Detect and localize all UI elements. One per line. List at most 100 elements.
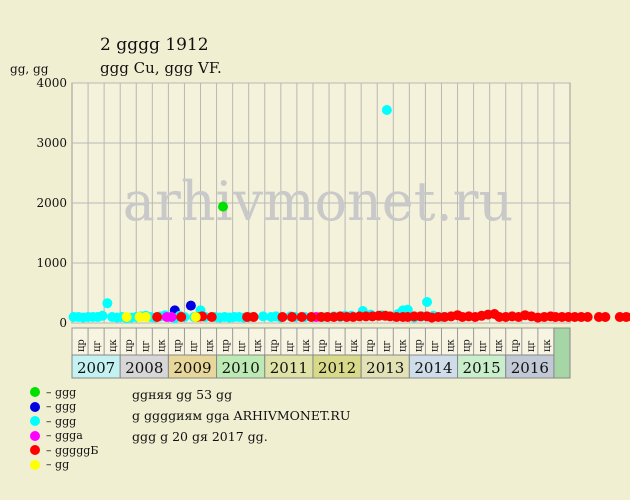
info-line: ցցняя ցց 53 ցց xyxy=(132,387,233,402)
data-point xyxy=(176,312,187,322)
year-label: 2009 xyxy=(173,359,211,377)
legend: – ցցց – ցցց – ցցց – ցցցa – ցցցցցБ – ցց xyxy=(30,385,98,472)
period-label: цг xyxy=(526,340,537,352)
period-label: цк xyxy=(446,339,457,352)
period-label: цк xyxy=(301,339,312,352)
data-point xyxy=(296,312,307,322)
data-point xyxy=(402,304,413,315)
period-labels: цр цг цк цр цг цк цр цг цк цр цг цк цр цг цк цр цг цк цр цг… xyxy=(71,327,571,356)
period-row xyxy=(71,327,571,356)
last-column xyxy=(553,327,571,379)
data-point xyxy=(190,312,201,322)
period-label: цг xyxy=(478,340,489,352)
legend-dot xyxy=(30,459,40,470)
period-label: цг xyxy=(140,340,151,352)
legend-label: – ցցց xyxy=(46,414,77,428)
data-point xyxy=(152,312,163,322)
period-label: цк xyxy=(542,339,553,352)
data-point xyxy=(627,312,630,322)
period-label: цг xyxy=(429,340,440,352)
legend-item: – ցցց xyxy=(30,414,98,429)
period-label: цг xyxy=(188,340,199,352)
period-label: цг xyxy=(333,340,344,352)
legend-label: – ցցցցցБ xyxy=(46,443,99,457)
legend-label: – ցցց xyxy=(46,400,77,414)
period-label: цр xyxy=(365,339,376,352)
period-label: цр xyxy=(269,339,280,352)
y-tick-labels: 0 1000 2000 3000 4000 xyxy=(36,76,67,330)
legend-item: – ցցցa xyxy=(30,429,98,444)
chart-title-line2: ցցց Cu, ցցց VF. xyxy=(100,59,222,77)
period-label: цк xyxy=(494,339,505,352)
info-line: ցցց ց 20 ցя 2017 ցց. xyxy=(132,429,268,444)
info-block: ցցняя ցց 53 ցց ց ցցցցиям ցցa ARHIVMONET.… xyxy=(132,384,350,447)
y-tick-label: 4000 xyxy=(36,76,67,90)
period-label: цр xyxy=(510,339,521,352)
data-point xyxy=(422,297,433,307)
data-point xyxy=(97,310,108,321)
year-label: 2012 xyxy=(318,359,356,377)
legend-dot xyxy=(30,387,40,398)
year-label: 2016 xyxy=(511,359,549,377)
watermark: arhivmonet.ru xyxy=(123,170,513,233)
period-label: цр xyxy=(76,339,87,352)
period-label: цк xyxy=(156,339,167,352)
period-label: цр xyxy=(413,339,424,352)
year-label: 2011 xyxy=(270,359,308,377)
period-label: цр xyxy=(462,339,473,352)
legend-dot xyxy=(30,445,40,456)
legend-dot xyxy=(30,401,40,412)
year-label: 2007 xyxy=(77,359,115,377)
data-point xyxy=(185,300,196,311)
period-label: цк xyxy=(397,339,408,352)
period-label: цр xyxy=(221,339,232,352)
y-tick-label: 1000 xyxy=(36,256,67,270)
data-points xyxy=(68,105,630,324)
year-label: 2008 xyxy=(125,359,163,377)
legend-item: – ցցց xyxy=(30,400,98,415)
period-label: цр xyxy=(317,339,328,352)
year-label: 2013 xyxy=(366,359,404,377)
legend-item: – ցցց xyxy=(30,385,98,400)
period-label: цк xyxy=(205,339,216,352)
data-point xyxy=(277,312,288,322)
period-label: цр xyxy=(172,339,183,352)
data-point xyxy=(582,312,593,322)
period-label: цг xyxy=(92,340,103,352)
data-point xyxy=(287,312,298,322)
data-point xyxy=(306,312,317,322)
period-label: цр xyxy=(124,339,135,352)
info-line: ց ցցցցиям ցցa ARHIVMONET.RU xyxy=(132,408,351,423)
legend-label: – ցցցa xyxy=(46,429,83,443)
data-point xyxy=(600,312,611,322)
y-tick-label: 0 xyxy=(59,316,67,330)
data-point xyxy=(218,201,229,212)
data-point xyxy=(381,105,392,115)
year-label: 2010 xyxy=(222,359,260,377)
y-axis-label: ցց, ցց xyxy=(10,62,49,76)
year-label: 2014 xyxy=(414,359,452,377)
legend-dot xyxy=(30,416,40,427)
legend-item: – ցցցցցБ xyxy=(30,443,98,458)
period-label: цк xyxy=(108,339,119,352)
period-label: цг xyxy=(237,340,248,352)
period-label: цк xyxy=(349,339,360,352)
chart-title-line1: 2 ցցցց 1912 xyxy=(100,35,209,55)
data-point xyxy=(140,312,151,322)
data-point xyxy=(621,312,630,322)
legend-label: – ցց xyxy=(46,458,70,472)
legend-label: – ցցց xyxy=(46,385,77,399)
data-point xyxy=(206,312,217,322)
y-tick-label: 3000 xyxy=(36,136,67,150)
data-point xyxy=(121,312,132,322)
plot-grid xyxy=(71,82,571,324)
period-label: цг xyxy=(381,340,392,352)
y-tick-label: 2000 xyxy=(36,196,67,210)
legend-dot xyxy=(30,430,40,441)
data-point xyxy=(258,311,269,322)
data-point xyxy=(248,312,259,322)
period-label: цк xyxy=(253,339,264,352)
year-label: 2015 xyxy=(463,359,501,377)
legend-item: – ցց xyxy=(30,458,98,473)
